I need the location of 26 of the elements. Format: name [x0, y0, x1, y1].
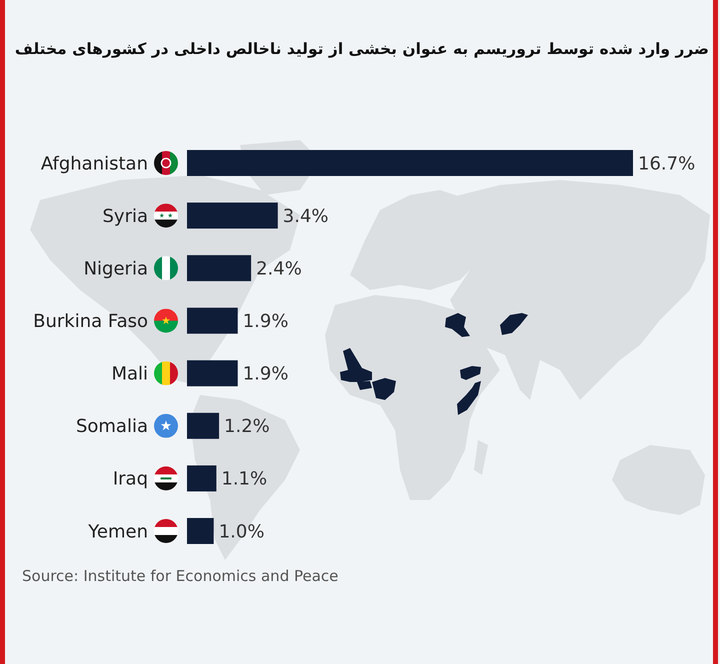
y-tick-label: Yemen [87, 521, 148, 542]
bar [187, 412, 220, 439]
data-label: 3.4% [282, 206, 329, 227]
bar [187, 202, 278, 229]
chart-title: ضرر وارد شده توسط تروریسم به عنوان بخشی از تولید ناخالص داخلی در کشورهای مختلف [14, 40, 709, 58]
data-label: 1.9% [242, 311, 288, 332]
data-label: 2.4% [256, 258, 302, 280]
data-label: 1.2% [224, 416, 270, 438]
bar [187, 255, 252, 282]
data-label: 16.7% [638, 153, 696, 174]
data-label: 1.0% [218, 521, 264, 542]
bar [187, 360, 238, 386]
bar [187, 308, 238, 334]
bar [187, 518, 214, 544]
y-tick-label: Nigeria [84, 258, 148, 280]
source-note: Source: Institute for Economics and Peace [22, 567, 338, 585]
y-tick-label: Burkina Faso [33, 311, 148, 332]
data-label: 1.1% [221, 468, 268, 490]
y-tick-label: Afghanistan [40, 153, 148, 174]
data-label: 1.9% [242, 364, 288, 385]
y-tick-label: Somalia [76, 416, 148, 438]
bar [187, 150, 633, 176]
y-tick-label: Mali [111, 364, 148, 385]
y-tick-label: Iraq [112, 468, 148, 490]
y-tick-label: Syria [102, 206, 148, 227]
bar [187, 465, 216, 492]
